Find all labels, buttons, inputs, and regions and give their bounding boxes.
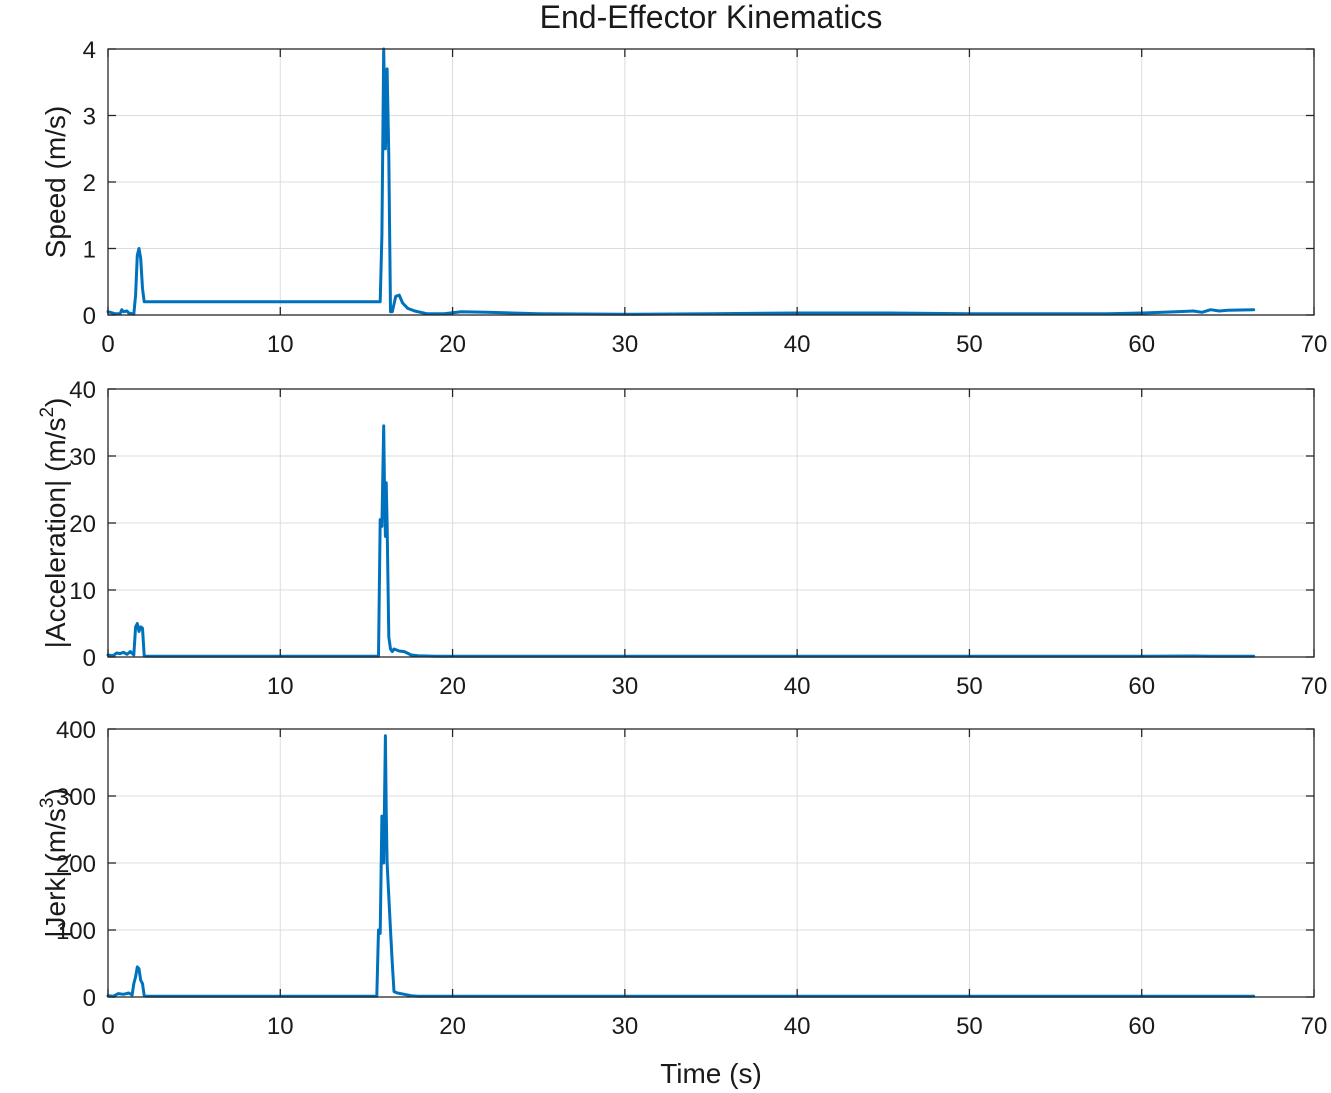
jerk-y-axis-label: |Jerk| (m/s3) (37, 788, 71, 938)
x-tick-label: 20 (439, 673, 466, 700)
x-tick-label: 50 (956, 673, 983, 700)
x-tick-label: 60 (1128, 673, 1155, 700)
x-tick-label: 0 (101, 331, 114, 358)
y-label-text: |Jerk| (m/s (40, 808, 71, 938)
x-tick-label: 0 (101, 1013, 114, 1040)
y-tick-label: 3 (83, 104, 96, 131)
speed-series-line (106, 47, 1256, 316)
x-tick-label: 10 (267, 1013, 294, 1040)
figure-title: End-Effector Kinematics (540, 0, 883, 35)
y-label-text: |Acceleration| (m/s (40, 418, 71, 649)
y-tick-label: 100 (56, 918, 96, 945)
x-tick-label: 10 (267, 673, 294, 700)
y-tick-label: 300 (56, 784, 96, 811)
jerk-series-line (106, 734, 1256, 998)
x-axis-label: Time (s) (660, 1058, 762, 1089)
y-tick-label: 10 (69, 578, 96, 605)
subplot-speed: 0 10 20 30 40 50 60 70 0 1 2 3 4 Speed (m/s) (40, 37, 1327, 358)
y-tick-label: 40 (69, 377, 96, 404)
y-tick-label: 20 (69, 511, 96, 538)
x-tick-label: 40 (784, 1013, 811, 1040)
x-tick-label: 20 (439, 1013, 466, 1040)
x-tick-label: 60 (1128, 1013, 1155, 1040)
x-tick-label: 40 (784, 673, 811, 700)
acceleration-series-line (106, 424, 1256, 658)
x-tick-label: 20 (439, 331, 466, 358)
y-label-suffix: ) (40, 788, 71, 797)
x-tick-label: 50 (956, 331, 983, 358)
y-tick-label: 0 (83, 985, 96, 1012)
y-label-superscript: 3 (37, 798, 58, 809)
speed-y-axis-label: Speed (m/s) (40, 106, 71, 259)
y-tick-label: 2 (83, 170, 96, 197)
subplot-jerk: 0 10 20 30 40 50 60 70 0 100 200 300 400 |Jerk| (m/s3… (37, 717, 1327, 1040)
y-tick-label: 400 (56, 717, 96, 744)
acceleration-y-axis-label: |Acceleration| (m/s2) (37, 398, 71, 649)
x-tick-label: 30 (612, 1013, 639, 1040)
y-tick-label: 1 (83, 237, 96, 264)
y-tick-label: 30 (69, 444, 96, 471)
x-tick-label: 70 (1301, 673, 1328, 700)
y-label-superscript: 2 (37, 407, 58, 418)
y-tick-label: 0 (83, 645, 96, 672)
x-tick-label: 70 (1301, 1013, 1328, 1040)
x-tick-label: 60 (1128, 331, 1155, 358)
y-label-text: Speed (m/s) (40, 106, 71, 259)
x-tick-label: 30 (612, 331, 639, 358)
y-label-suffix: ) (40, 398, 71, 407)
x-tick-label: 40 (784, 331, 811, 358)
y-tick-label: 4 (83, 37, 96, 64)
y-tick-label: 0 (83, 303, 96, 330)
x-tick-label: 50 (956, 1013, 983, 1040)
x-tick-label: 30 (612, 673, 639, 700)
x-tick-label: 0 (101, 673, 114, 700)
x-tick-label: 70 (1301, 331, 1328, 358)
y-tick-label: 200 (56, 851, 96, 878)
x-tick-label: 10 (267, 331, 294, 358)
